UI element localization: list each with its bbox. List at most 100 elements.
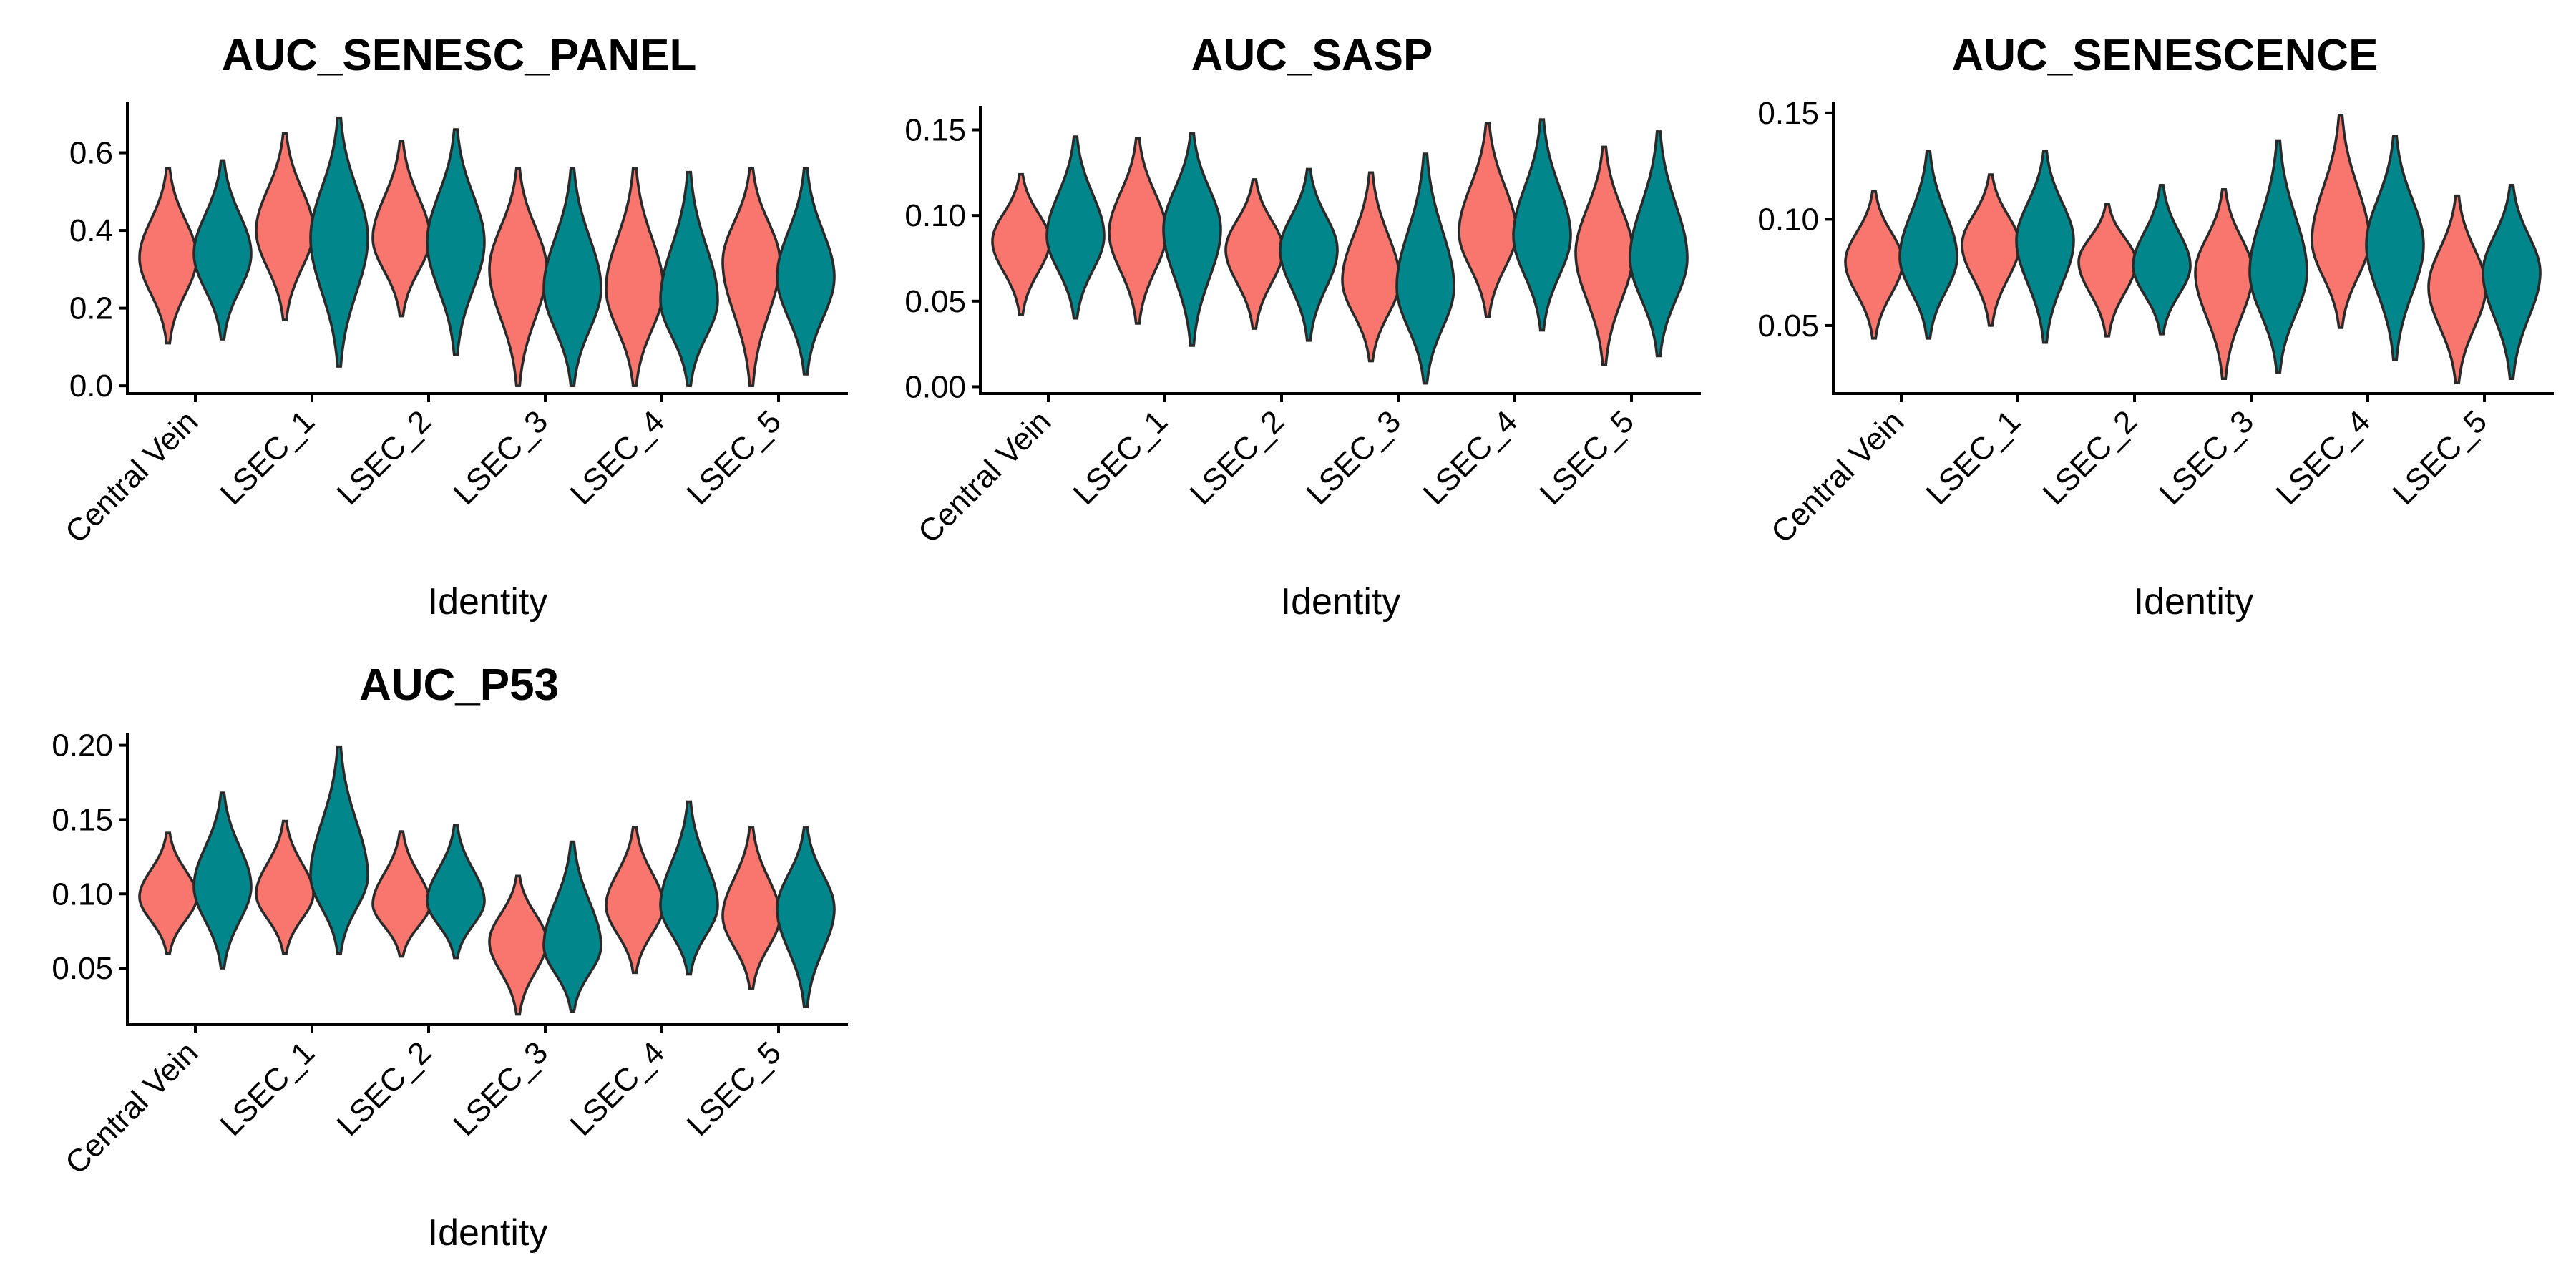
x-tick-label: LSEC_4 [564,404,672,512]
x-tick-label: LSEC_1 [214,1035,322,1143]
x-tick-label: LSEC_2 [2036,404,2145,512]
violin-lsec_1-a [1108,137,1168,325]
violin-lsec_2-b [426,824,486,960]
violin-central-vein-a [991,172,1051,316]
violin-lsec_5-a [2427,194,2487,384]
x-tick-label: LSEC_1 [214,404,322,512]
violin-lsec_4-a [605,825,665,975]
violin-lsec_4-a [1458,122,1518,318]
y-tick-label: 0.00 [904,369,966,404]
violin-central-vein-b [192,159,253,341]
violin-lsec_3-a [1341,171,1401,363]
violin-lsec_4-a [2311,113,2371,329]
violin-lsec_2-a [1224,178,1284,330]
y-tick-label: 0.15 [52,802,113,837]
panel-title: AUC_SENESC_PANEL [222,31,697,80]
violin-lsec_1-a [255,132,315,321]
violin-lsec_3-a [488,874,548,1016]
violin-lsec_5-b [776,825,836,1008]
violin-lsec_1-b [309,745,369,955]
violin-lsec_4-b [659,800,719,976]
violin-central-vein-b [1045,135,1106,320]
y-tick-label: 0.2 [69,291,113,326]
violin-lsec_1-b [1162,132,1222,347]
x-tick-label: LSEC_2 [1184,404,1292,512]
y-tick-label: 0.15 [1757,96,1819,131]
y-tick-label: 0.05 [1757,308,1819,343]
x-tick-label: LSEC_3 [2153,404,2261,512]
violin-lsec_1-b [309,116,369,368]
panel-title: AUC_SASP [1191,31,1433,80]
x-tick-label: LSEC_1 [1920,404,2028,512]
y-tick-label: 0.4 [69,213,113,248]
x-tick-label: LSEC_5 [1533,404,1641,512]
violin-lsec_2-b [426,128,486,356]
violin-lsec_3-b [1395,152,1455,385]
x-tick-label: Central Vein [1765,404,1911,550]
violin-lsec_4-b [659,170,719,387]
violin-lsec_3-a [488,167,548,387]
violin-lsec_4-b [2365,135,2425,361]
x-tick-label: LSEC_4 [2270,404,2378,512]
violin-lsec_2-a [2077,203,2137,338]
violin-lsec_4-b [1512,118,1572,332]
violin-lsec_2-b [2132,184,2192,336]
panel-title: AUC_P53 [359,660,559,710]
y-tick-label: 0.20 [52,728,113,763]
violin-lsec_3-a [2194,187,2254,381]
violin-central-vein-b [192,791,253,970]
x-tick-label: LSEC_1 [1067,404,1175,512]
y-tick-label: 0.05 [52,951,113,986]
x-tick-label: LSEC_2 [331,404,439,512]
y-tick-label: 0.10 [904,198,966,233]
violin-lsec_5-a [721,167,781,387]
x-tick-label: LSEC_5 [680,404,789,512]
x-axis-title: Identity [428,581,548,623]
violin-central-vein-b [1898,150,1958,340]
x-axis-title: Identity [1281,581,1401,623]
x-tick-label: LSEC_4 [1417,404,1525,512]
x-tick-label: LSEC_3 [447,404,555,512]
violin-lsec_2-a [371,830,431,958]
x-tick-label: Central Vein [59,404,205,550]
y-tick-label: 0.15 [904,113,966,148]
violin-central-vein-a [1844,190,1904,340]
x-tick-label: LSEC_5 [2386,404,2494,512]
violin-lsec_5-a [1574,145,1634,366]
violin-lsec_1-b [2015,150,2075,344]
x-tick-label: LSEC_5 [680,1035,789,1143]
x-tick-label: Central Vein [912,404,1058,550]
x-tick-label: LSEC_3 [447,1035,555,1143]
violin-lsec_5-a [721,825,781,991]
violin-lsec_3-b [2248,139,2308,374]
y-tick-label: 0.0 [69,369,113,404]
violin-lsec_5-b [2482,184,2542,381]
violin-lsec_2-b [1279,167,1339,342]
violin-central-vein-a [138,831,198,955]
x-tick-label: LSEC_4 [564,1035,672,1143]
violin-lsec_3-b [542,167,602,387]
violin-lsec_3-b [542,840,602,1013]
x-axis-title: Identity [428,1212,548,1254]
y-tick-label: 0.05 [904,284,966,319]
x-axis-title: Identity [2134,581,2254,623]
y-tick-label: 0.10 [52,877,113,912]
panel-0: AUC_SENESC_PANEL 0.0 0.2 0.4 0.6 Central Vein… [59,31,848,623]
violin-lsec_1-a [1961,173,2021,327]
y-tick-label: 0.6 [69,136,113,171]
violin-lsec_5-b [776,167,836,376]
violin-lsec_5-b [1629,130,1689,358]
x-tick-label: LSEC_2 [331,1035,439,1143]
violin-lsec_1-a [255,819,315,955]
violin-lsec_2-a [371,140,431,318]
y-tick-label: 0.10 [1757,202,1819,237]
x-tick-label: LSEC_3 [1300,404,1408,512]
x-tick-label: Central Vein [59,1035,205,1181]
panel-title: AUC_SENESCENCE [1951,31,2378,80]
violin-lsec_4-a [605,167,665,387]
violin-central-vein-a [138,167,198,345]
